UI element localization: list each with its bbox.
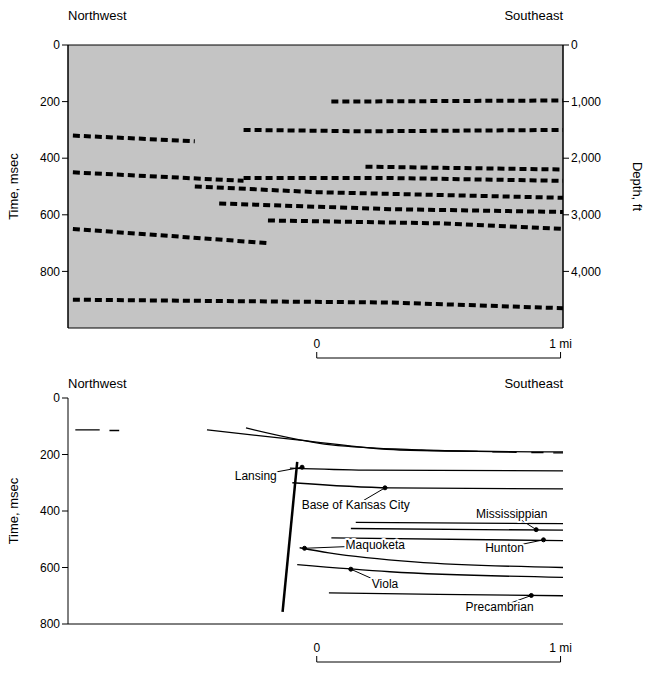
- html-text:Northwest: Northwest: [68, 8, 127, 23]
- svg-text:2,000: 2,000: [571, 151, 601, 165]
- svg-text:Hunton: Hunton: [485, 541, 524, 555]
- svg-text:Precambrian: Precambrian: [466, 600, 534, 614]
- svg-text:1 mi: 1 mi: [549, 337, 572, 351]
- svg-text:200: 200: [40, 95, 60, 109]
- svg-text:Time, msec: Time, msec: [8, 477, 21, 544]
- svg-text:Viola: Viola: [372, 577, 399, 591]
- html-text:Southeast: Southeast: [504, 376, 563, 391]
- svg-text:3,000: 3,000: [571, 208, 601, 222]
- svg-text:0: 0: [53, 391, 60, 405]
- svg-text:400: 400: [40, 504, 60, 518]
- svg-text:1,000: 1,000: [571, 95, 601, 109]
- svg-text:Mississippian: Mississippian: [476, 507, 547, 521]
- html-text:Southeast: Southeast: [504, 8, 563, 23]
- svg-text:200: 200: [40, 448, 60, 462]
- svg-text:0: 0: [571, 38, 578, 52]
- svg-text:Lansing: Lansing: [235, 469, 277, 483]
- svg-text:0: 0: [313, 641, 320, 655]
- svg-text:400: 400: [40, 151, 60, 165]
- html-text:Northwest: Northwest: [68, 376, 127, 391]
- svg-text:0: 0: [53, 38, 60, 52]
- svg-text:800: 800: [40, 617, 60, 631]
- svg-text:1 mi: 1 mi: [549, 641, 572, 655]
- svg-text:0: 0: [313, 337, 320, 351]
- svg-text:600: 600: [40, 561, 60, 575]
- svg-text:600: 600: [40, 208, 60, 222]
- svg-text:4,000: 4,000: [571, 265, 601, 279]
- svg-text:Time, msec: Time, msec: [8, 153, 21, 220]
- svg-text:Maquoketa: Maquoketa: [346, 538, 406, 552]
- svg-text:800: 800: [40, 265, 60, 279]
- svg-text:Base of Kansas City: Base of Kansas City: [302, 498, 410, 512]
- svg-text:Depth, ft: Depth, ft: [630, 162, 642, 212]
